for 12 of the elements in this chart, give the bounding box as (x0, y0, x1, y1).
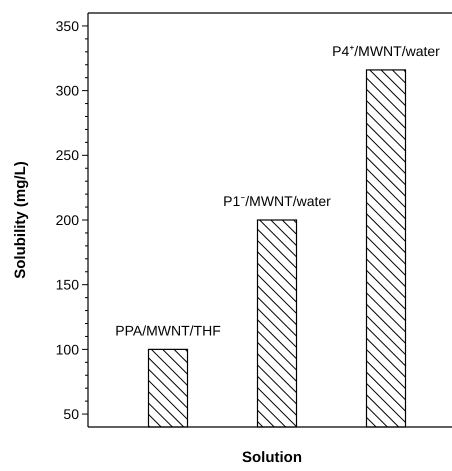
x-tick-label: P4⁺/MWNT/water (332, 42, 440, 59)
y-tick-label: 250 (56, 147, 80, 164)
y-tick-label: 200 (56, 212, 80, 228)
y-tick-label: 50 (63, 406, 80, 422)
y-tick-label: 150 (56, 276, 80, 293)
y-tick-label: 100 (56, 341, 80, 358)
x-axis-title: Solution (242, 449, 302, 466)
y-axis-title: Solubility (mg/L) (12, 161, 29, 279)
x-tick-label: PPA/MWNT/THF (115, 322, 221, 338)
y-tick-label: 300 (56, 82, 80, 99)
y-tick-label: 350 (56, 18, 80, 34)
x-tick-label: P1⁻/MWNT/water (223, 193, 332, 209)
